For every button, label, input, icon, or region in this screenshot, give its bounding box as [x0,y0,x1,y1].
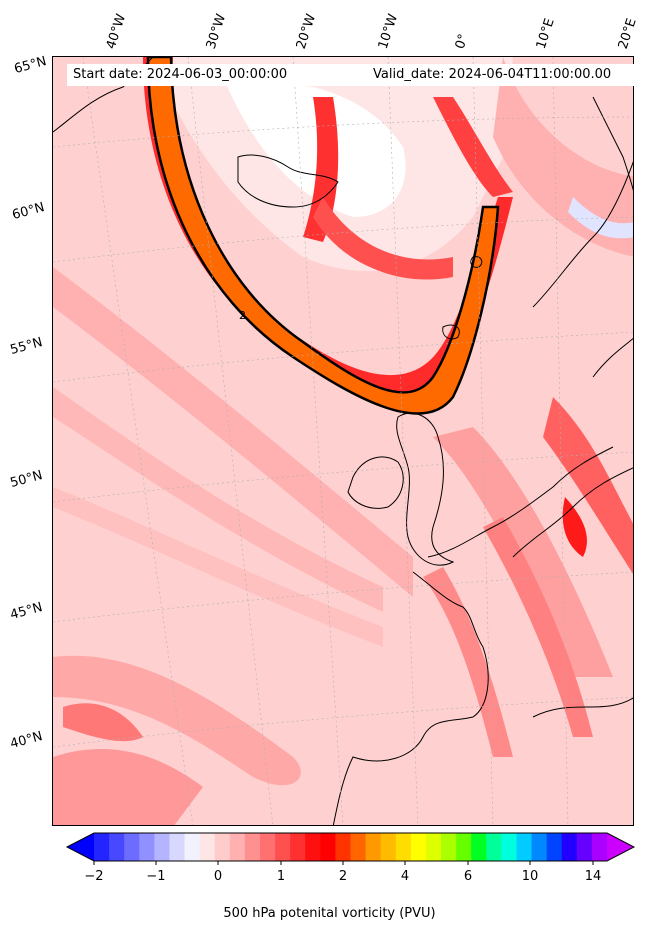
colorbar-segment [410,833,427,861]
longitude-label: 20°W [293,12,320,51]
colorbar-segment [425,833,442,861]
pv-band [53,749,203,825]
colorbar-segment [486,833,502,861]
colorbar-segment [591,833,608,861]
scandinavia-coast [592,96,633,191]
longitude-label: 10°W [375,12,402,51]
pv-field-map: 2 [53,57,633,825]
colorbar-segment [365,833,382,861]
colorbar-segment [456,833,472,861]
colorbar-segment [124,833,140,861]
colorbar-segment [516,833,533,861]
pv-streak [303,97,339,242]
iceland-coast [237,154,339,208]
colorbar-segment [109,833,125,861]
colorbar-segment [229,833,246,861]
colorbar-segment [531,833,548,861]
pv-negative-patch [568,197,633,239]
pv-band [53,267,413,597]
faroe-coast [442,324,460,340]
pv-band [53,487,383,647]
longitude-label: 20°E [615,16,640,51]
colorbar: −2 −1 0 1 2 4 6 10 14 [65,832,636,884]
pv-low-region [223,77,406,217]
latitude-label: 50°N [8,468,45,491]
colorbar-segment [169,833,186,861]
pv-2-contour [146,57,500,415]
central-europe-coast [512,467,633,558]
colorbar-segment [441,833,457,861]
colorbar-segment [320,833,336,861]
colorbar-segment [576,833,593,861]
colorbar-segment [290,833,306,861]
colorbar-segment [184,833,201,861]
colorbar-tick-label: −2 [84,869,103,884]
shetland-coast [470,256,483,268]
colorbar-segment [546,833,563,861]
pv-streak [313,197,453,280]
colorbar-tick-label: 10 [522,869,539,884]
colorbar-min-arrow [67,833,94,861]
colorbar-segment [305,833,321,861]
norway-coast [532,161,633,308]
latitude-label: 55°N [8,335,45,358]
colorbar-tick-label: 14 [585,869,602,884]
graticule [53,57,633,825]
colorbar-tick-label: −1 [146,869,165,884]
colorbar-segment [199,833,216,861]
colorbar-segment [139,833,155,861]
pv-band [63,703,143,742]
longitude-label: 30°W [203,12,230,51]
latitude-label: 40°N [8,729,45,752]
colorbar-tick-label: 4 [401,869,409,884]
latitude-label: 65°N [12,54,49,77]
colorbar-segment [214,833,231,861]
valid-date-label: Valid_date: 2024-06-04T11:00:00.00 [367,64,639,86]
colorbar-segment [259,833,276,861]
longitude-label: 40°W [103,12,130,51]
mediterranean-coast [532,697,633,718]
colorbar-segment [471,833,487,861]
baltic-coast [592,337,633,378]
colorbar-segment [94,833,110,861]
pv-streak [433,97,513,197]
pv-core [562,497,587,557]
ireland-coast [347,456,404,509]
colorbar-segment [335,833,351,861]
pv-band [483,517,593,737]
latitude-label: 45°N [8,600,45,623]
coastlines [53,57,633,825]
start-date-label: Start date: 2024-06-03_00:00:00 [67,64,373,86]
europe-north-coast [427,446,614,558]
colorbar-max-arrow [607,833,634,861]
colorbar-tick-label: 1 [277,869,285,884]
longitude-label: 10°E [533,16,558,51]
colorbar-segment [380,833,397,861]
contour-label: 2 [239,309,246,322]
pv-band [53,655,301,786]
map-panel[interactable]: 2 [52,56,634,826]
colorbar-segment [154,833,170,861]
colorbar-segment [561,833,578,861]
pv-band [433,427,613,677]
colorbar-tick-label: 0 [214,869,222,884]
colorbar-segment [501,833,517,861]
longitude-label: 0° [452,32,472,51]
colorbar-segment [244,833,261,861]
pv-band [423,567,513,757]
pv-band [543,397,633,574]
colorbar-tick-label: 2 [339,869,347,884]
colorbar-tick-label: 6 [464,869,472,884]
colorbar-segment [275,833,291,861]
pv-band [53,387,383,612]
colorbar-title: 500 hPa potenital vorticity (PVU) [223,906,436,921]
iberia-france-coast [332,571,489,825]
colorbar-segment [395,833,412,861]
pv-band [493,57,633,257]
colorbar-segment [350,833,367,861]
latitude-label: 60°N [10,200,47,223]
